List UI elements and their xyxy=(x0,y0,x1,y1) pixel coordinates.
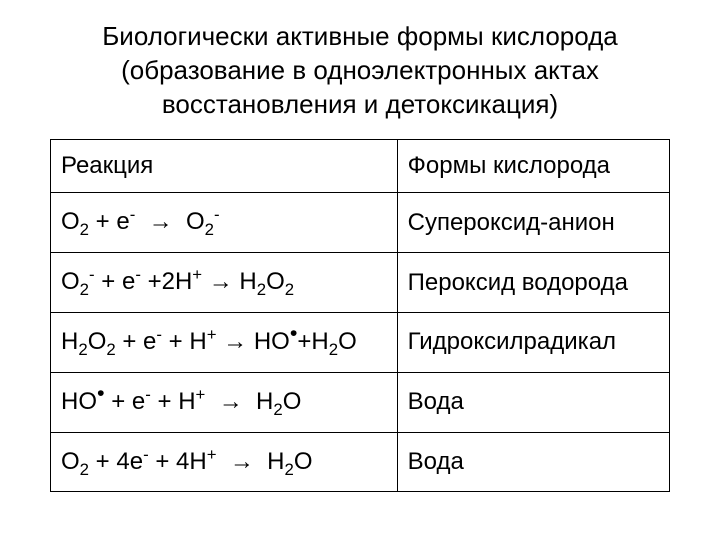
forms-cell: Супероксид-анион xyxy=(397,193,669,253)
table-row: О2 + е- → О2- Супероксид-анион xyxy=(51,193,670,253)
forms-cell: Гидроксилрадикал xyxy=(397,312,669,372)
table-row: О2 + 4е- + 4Н+ → Н2О Вода xyxy=(51,432,670,492)
table-header-row: Реакция Формы кислорода xyxy=(51,140,670,193)
table-row: О2- + е- +2Н+ → Н2О2 Пероксид водорода xyxy=(51,253,670,313)
forms-cell: Пероксид водорода xyxy=(397,253,669,313)
title-line-3: восстановления и детоксикация) xyxy=(162,89,558,119)
table-row: НО• + е- + Н+ → Н2О Вода xyxy=(51,372,670,432)
title-line-1: Биологически активные формы кислорода xyxy=(102,21,618,51)
reaction-cell: О2 + е- → О2- xyxy=(51,193,398,253)
reactions-table: Реакция Формы кислорода О2 + е- → О2- Су… xyxy=(50,139,670,492)
reaction-cell: О2- + е- +2Н+ → Н2О2 xyxy=(51,253,398,313)
table-row: Н2О2 + е- + Н+ → НО•+Н2О Гидроксилрадика… xyxy=(51,312,670,372)
title-line-2: (образование в одноэлектронных актах xyxy=(121,55,599,85)
reaction-cell: Н2О2 + е- + Н+ → НО•+Н2О xyxy=(51,312,398,372)
forms-cell: Вода xyxy=(397,372,669,432)
header-forms: Формы кислорода xyxy=(397,140,669,193)
forms-cell: Вода xyxy=(397,432,669,492)
reaction-cell: НО• + е- + Н+ → Н2О xyxy=(51,372,398,432)
reaction-cell: О2 + 4е- + 4Н+ → Н2О xyxy=(51,432,398,492)
header-reaction: Реакция xyxy=(51,140,398,193)
page-title: Биологически активные формы кислорода (о… xyxy=(50,20,670,121)
